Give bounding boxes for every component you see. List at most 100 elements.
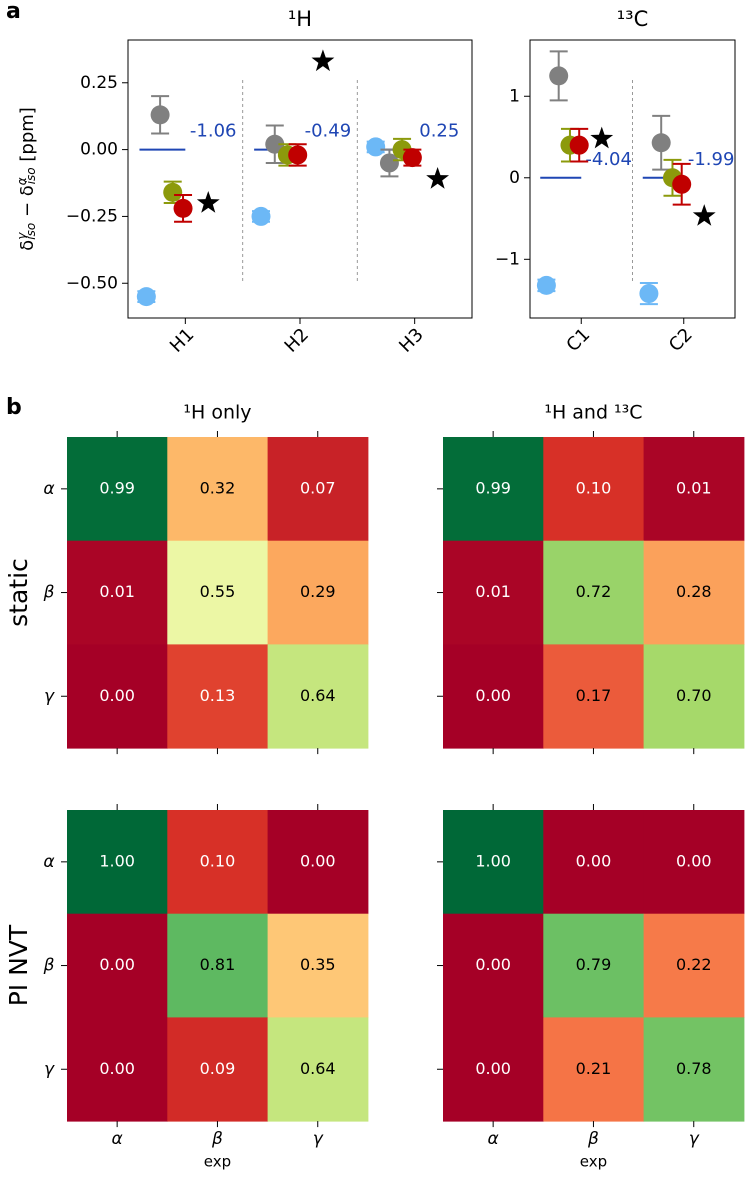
axes-frame: [127, 39, 473, 319]
point: [402, 148, 422, 168]
cell-label: 0.00: [475, 1059, 511, 1078]
reference-label: -1.06: [190, 121, 237, 142]
x-tick-label: C2: [665, 324, 697, 356]
cell-label: 0.70: [676, 686, 712, 705]
heat-cell: [67, 1017, 168, 1122]
cell-label: 0.79: [576, 955, 612, 974]
cell-label: 0.00: [300, 851, 336, 870]
heat-cell: [643, 810, 745, 915]
point: [672, 174, 692, 194]
point: [251, 206, 271, 226]
cell-label: 0.64: [300, 1059, 336, 1078]
heat-cell: [643, 644, 745, 749]
heat-cell: [267, 913, 369, 1018]
y-axis-label-part: γ: [15, 232, 29, 240]
heat-cell: [443, 810, 544, 915]
point: [569, 135, 589, 155]
heat-cell: [267, 540, 369, 645]
point: [288, 145, 308, 165]
cell-label: 0.21: [576, 1059, 612, 1078]
reference-label: 0.25: [419, 121, 459, 142]
heat-cell: [267, 1017, 369, 1122]
x-tick-label: H3: [395, 324, 428, 357]
point: [173, 198, 193, 218]
heat-cell: [67, 437, 168, 542]
cell-label: 0.99: [475, 478, 511, 497]
row-group-label: static: [4, 558, 33, 627]
x-tick-label: H1: [166, 324, 199, 357]
cell-label: 0.78: [676, 1059, 712, 1078]
point: [366, 137, 386, 157]
heat-cell: [167, 913, 269, 1018]
cell-label: 0.00: [576, 851, 612, 870]
x-axis-label: exp: [204, 1153, 231, 1171]
point: [136, 287, 156, 307]
y-axis-label-part: δ: [17, 240, 38, 251]
chart-title: ¹H and ¹³C: [544, 402, 642, 424]
heat-cell: [167, 644, 269, 749]
cell-label: 0.81: [200, 955, 236, 974]
heat-cell: [67, 540, 168, 645]
cell-label: 0.13: [200, 686, 236, 705]
heat-cell: [167, 1017, 269, 1122]
point: [379, 153, 399, 173]
y-axis-label: δγiso − δαiso [ppm]: [15, 107, 38, 251]
col-label: γ: [313, 1129, 324, 1149]
y-axis-label-part: iso: [24, 167, 38, 184]
x-tick-label: H2: [281, 324, 314, 357]
panel-label: a: [6, 0, 21, 24]
y-tick-label: 0: [509, 168, 520, 188]
y-axis-label-part: α: [15, 177, 29, 185]
point: [536, 275, 556, 295]
row-label: α: [43, 852, 54, 872]
row-label: γ: [44, 1059, 55, 1079]
cell-label: 0.00: [99, 686, 135, 705]
cell-label: 0.99: [99, 478, 135, 497]
col-label: γ: [689, 1129, 700, 1149]
y-tick-label: 0.00: [80, 140, 118, 160]
cell-label: 0.00: [676, 851, 712, 870]
heat-cell: [167, 437, 269, 542]
cell-label: 0.35: [300, 955, 336, 974]
point: [163, 182, 183, 202]
star-marker: [590, 126, 614, 149]
heat-cell: [67, 644, 168, 749]
x-tick-label: C1: [562, 324, 594, 356]
panel-label: b: [6, 395, 22, 420]
reference-label: -0.49: [305, 121, 352, 142]
cell-label: 0.01: [676, 478, 712, 497]
cell-label: 0.29: [300, 582, 336, 601]
chart-title: ¹H only: [183, 402, 251, 424]
star-marker: [311, 49, 335, 72]
heat-cell: [543, 913, 645, 1018]
cell-label: 0.32: [200, 478, 236, 497]
heat-cell: [167, 810, 269, 915]
row-label: γ: [44, 686, 55, 706]
star-marker: [196, 191, 220, 213]
point: [150, 105, 170, 125]
y-axis-label-part: − δ: [17, 185, 38, 223]
row-group-label: PI NVT: [4, 924, 33, 1006]
y-axis-label-part: [ppm]: [17, 107, 38, 167]
heat-cell: [443, 540, 544, 645]
point: [265, 134, 285, 154]
star-marker: [692, 204, 716, 226]
col-label: α: [488, 1129, 499, 1149]
point: [651, 133, 671, 153]
cell-label: 0.00: [99, 955, 135, 974]
x-axis-label: exp: [580, 1153, 607, 1171]
cell-label: 0.28: [676, 582, 712, 601]
y-tick-label: −1: [495, 249, 520, 269]
cell-label: 0.55: [200, 582, 236, 601]
cell-label: 1.00: [99, 851, 135, 870]
point: [549, 66, 569, 86]
col-label: β: [587, 1129, 599, 1149]
col-label: α: [112, 1129, 123, 1149]
cell-label: 0.00: [475, 955, 511, 974]
cell-label: 0.72: [576, 582, 612, 601]
heat-cell: [267, 437, 369, 542]
cell-label: 0.22: [676, 955, 712, 974]
chart-title: ¹³C: [617, 7, 649, 31]
cell-label: 0.17: [576, 686, 612, 705]
cell-label: 0.00: [99, 1059, 135, 1078]
